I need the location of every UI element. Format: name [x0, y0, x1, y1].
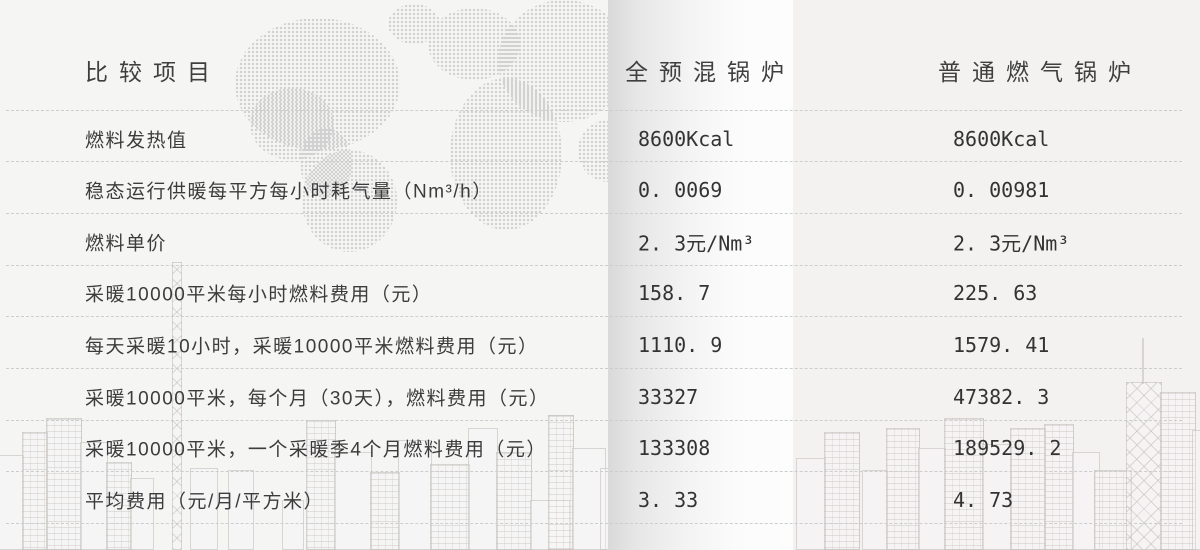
building-outline	[106, 462, 132, 550]
map-continent-south-america	[302, 150, 397, 252]
building-outline	[398, 440, 432, 550]
building-outline	[228, 470, 254, 550]
row-divider	[6, 523, 1182, 524]
building-outline	[1044, 424, 1074, 550]
premix-value: 0. 0069	[638, 178, 723, 202]
column-header-ordinary: 普通燃气锅炉	[938, 59, 1142, 85]
premix-value: 158. 7	[638, 281, 711, 305]
premix-value: 8600Kcal	[638, 127, 735, 151]
building-outline	[0, 455, 24, 550]
building-outline	[548, 415, 574, 550]
building-outline	[1072, 452, 1100, 550]
row-divider	[6, 471, 1182, 472]
row-label: 每天采暖10小时，采暖10000平米燃料费用（元）	[85, 336, 539, 358]
column-highlight-band	[608, 0, 793, 550]
building-outline	[918, 448, 946, 550]
ordinary-value: 1579. 41	[953, 333, 1050, 357]
ordinary-value: 225. 63	[953, 281, 1038, 305]
column-header-premix: 全预混锅炉	[625, 59, 795, 85]
building-outline	[430, 464, 470, 550]
row-divider	[6, 161, 1182, 162]
row-label: 采暖10000平米，一个采暖季4个月燃料费用（元）	[85, 439, 547, 461]
row-label: 采暖10000平米，每个月（30天），燃料费用（元）	[85, 388, 550, 410]
ordinary-value: 8600Kcal	[953, 127, 1050, 151]
tower-spire	[1142, 338, 1144, 384]
row-divider	[6, 213, 1182, 214]
building-outline	[886, 428, 920, 550]
building-outline	[190, 468, 218, 550]
row-label: 燃料单价	[85, 233, 168, 255]
building-outline	[1094, 470, 1132, 550]
row-divider	[6, 110, 1182, 111]
ordinary-value: 189529. 2	[953, 436, 1062, 460]
building-outline	[496, 452, 532, 550]
building-outline	[824, 432, 860, 550]
building-outline	[334, 452, 372, 550]
building-outline	[982, 444, 1012, 550]
row-label: 稳态运行供暖每平方每小时耗气量（Nm³/h）	[85, 181, 493, 203]
column-header-item: 比较项目	[85, 59, 221, 85]
premix-value: 3. 33	[638, 488, 699, 512]
row-divider	[6, 420, 1182, 421]
ordinary-value: 0. 00981	[953, 178, 1050, 202]
building-outline	[862, 470, 888, 550]
building-outline	[130, 478, 154, 550]
building-outline	[796, 458, 826, 550]
premix-value: 33327	[638, 385, 699, 409]
building-outline	[46, 418, 82, 550]
building-outline	[1010, 428, 1046, 550]
row-label: 燃料发热值	[85, 130, 188, 152]
braced-tower-outline	[1126, 382, 1162, 550]
building-outline	[306, 420, 336, 550]
premix-value: 2. 3元/Nm³	[638, 231, 755, 256]
row-label: 采暖10000平米每小时燃料费用（元）	[85, 284, 433, 306]
building-outline	[370, 472, 400, 550]
row-divider	[6, 265, 1182, 266]
premix-value: 133308	[638, 436, 711, 460]
ordinary-value: 4. 73	[953, 488, 1014, 512]
row-label: 平均费用（元/月/平方米）	[85, 491, 325, 513]
building-outline	[468, 428, 498, 550]
building-outline	[530, 500, 570, 550]
ordinary-value: 47382. 3	[953, 385, 1050, 409]
row-divider	[6, 368, 1182, 369]
row-divider	[6, 316, 1182, 317]
ordinary-value: 2. 3元/Nm³	[953, 231, 1070, 256]
building-outline	[80, 442, 108, 550]
premix-value: 1110. 9	[638, 333, 723, 357]
